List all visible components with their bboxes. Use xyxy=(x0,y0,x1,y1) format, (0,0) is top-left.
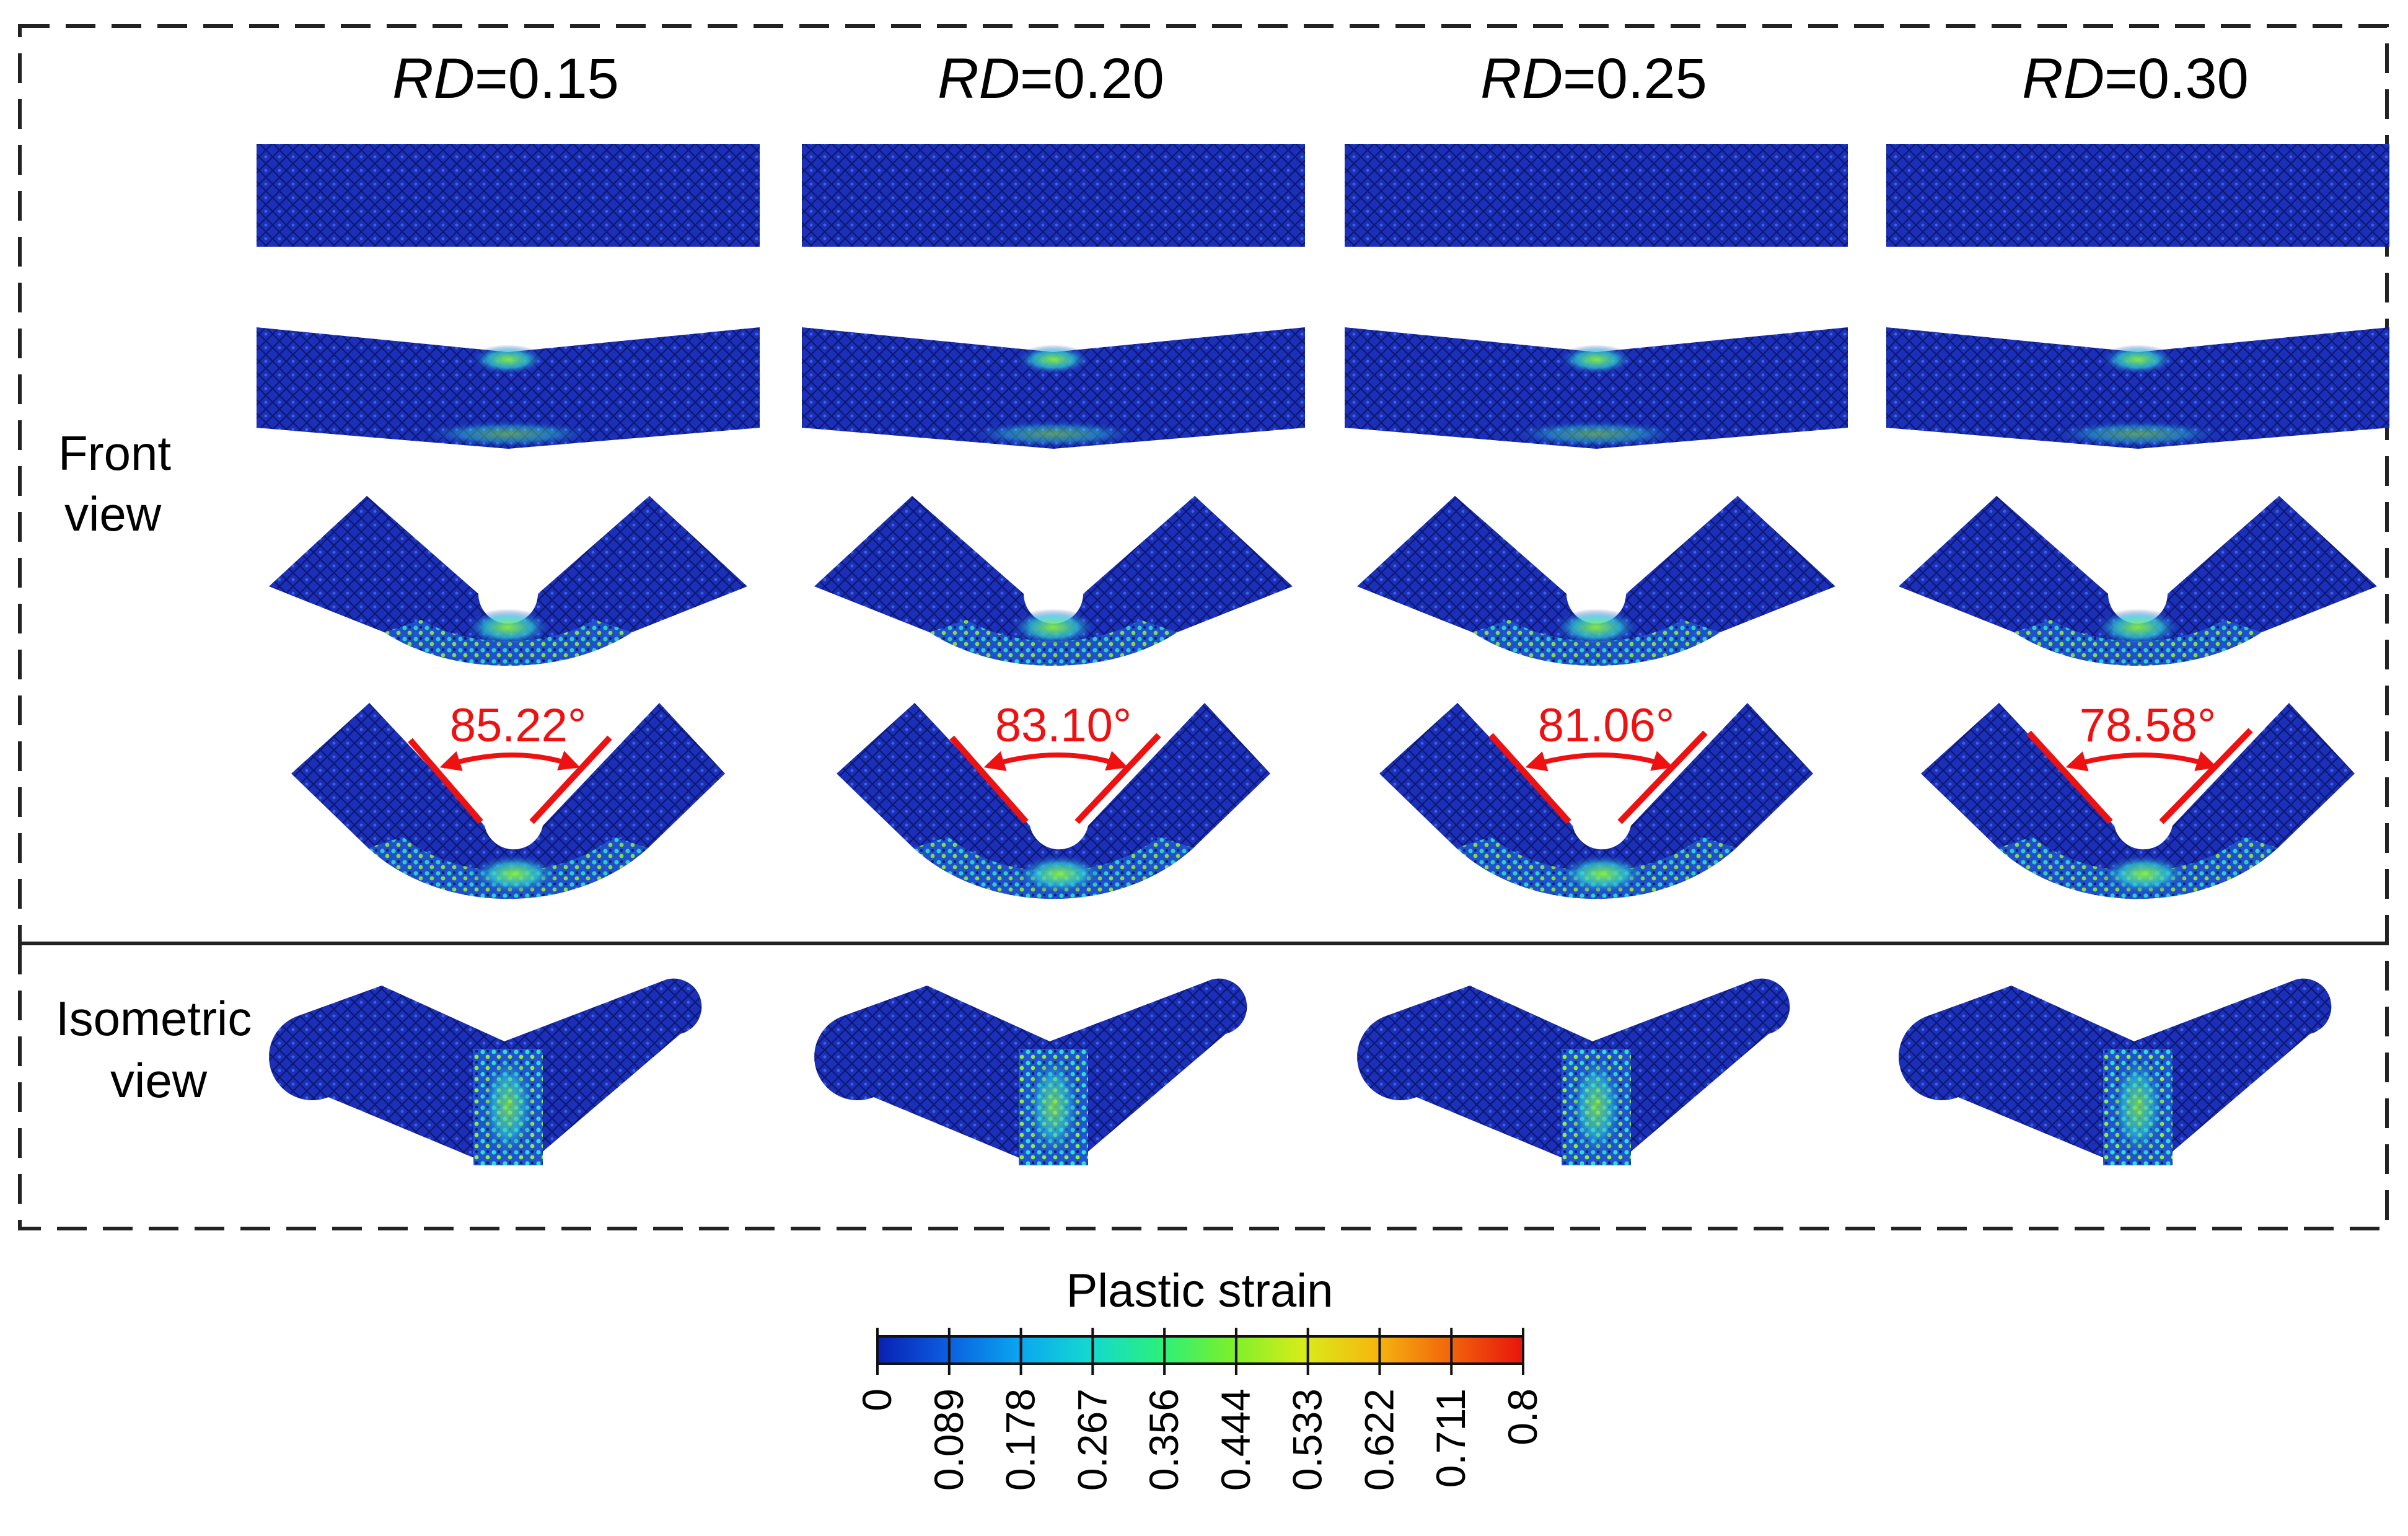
colorbar-tick-label: 0.8 xyxy=(1500,1388,1545,1446)
mesh-stage-2-slight-bend xyxy=(1886,327,2389,449)
colorbar-tick-label: 0.267 xyxy=(1069,1388,1115,1491)
column-rd-0-15: RD=0.15 85.22° xyxy=(257,47,760,1165)
isometric-view-label-line2: view xyxy=(110,1053,208,1108)
mesh-stage-2-slight-bend xyxy=(802,327,1305,449)
angle-guide-left xyxy=(2026,730,2113,824)
angle-guide-left xyxy=(408,738,483,824)
column-rd-0-30: RD=0.30 78.58° xyxy=(1886,47,2389,1165)
colorbar-tick-label: 0.089 xyxy=(926,1388,972,1491)
front-view-label-line1: Front xyxy=(58,426,171,480)
mesh-stage-3-bent xyxy=(269,496,747,666)
mesh-stage-3-bent xyxy=(814,496,1293,666)
mesh-stage-4-final: 83.10° xyxy=(837,699,1270,899)
column-header: RD=0.20 xyxy=(938,47,1164,110)
isometric-mesh xyxy=(269,978,702,1165)
column-header: RD=0.25 xyxy=(1480,47,1707,110)
colorbar-tick-label: 0.622 xyxy=(1356,1388,1402,1491)
mesh-stage-1-undeformed xyxy=(1886,144,2389,247)
colorbar-tick-label: 0.711 xyxy=(1428,1388,1474,1488)
angle-arc-arrow xyxy=(1525,751,1674,772)
colorbar-tick-label: 0.533 xyxy=(1285,1388,1330,1491)
angle-guide-right xyxy=(529,735,612,824)
colorbar-tick-label: 0.444 xyxy=(1213,1388,1259,1491)
mesh-stage-1-undeformed xyxy=(257,144,760,247)
colorbar-legend: Plastic strain 0 0.089 0.178 0.267 0.356 0.44… xyxy=(854,1265,1545,1491)
angle-guide-left xyxy=(949,735,1029,824)
isometric-view-label-line1: Isometric xyxy=(56,991,252,1046)
mesh-stage-1-undeformed xyxy=(802,144,1305,247)
angle-arc-arrow xyxy=(2065,751,2218,772)
mesh-stage-1-undeformed xyxy=(1345,144,1848,247)
colorbar-tick-label: 0.356 xyxy=(1141,1388,1187,1491)
isometric-view-frame xyxy=(18,942,2389,1230)
mesh-stage-2-slight-bend xyxy=(257,327,760,449)
colorbar-ticks: 0 0.089 0.178 0.267 0.356 0.444 0.533 0.622 0.71… xyxy=(854,1328,1545,1491)
angle-arc-arrow xyxy=(983,751,1128,772)
front-view-label-line2: view xyxy=(64,487,162,541)
isometric-mesh xyxy=(1357,978,1790,1165)
column-header: RD=0.15 xyxy=(392,47,619,110)
angle-guide-right xyxy=(1617,730,1708,824)
colorbar-tick-label: 0.178 xyxy=(998,1388,1044,1491)
mesh-stage-4-final: 81.06° xyxy=(1379,699,1813,899)
bend-angle-label: 81.06° xyxy=(1538,699,1675,752)
colorbar-tick-label: 0 xyxy=(854,1388,900,1411)
mesh-stage-4-final: 85.22° xyxy=(291,699,725,899)
mesh-stage-2-slight-bend xyxy=(1345,327,1848,449)
bend-angle-label: 83.10° xyxy=(995,699,1132,752)
colorbar-title: Plastic strain xyxy=(1066,1265,1334,1317)
isometric-mesh xyxy=(1899,978,2332,1165)
mesh-stage-3-bent xyxy=(1357,496,1835,666)
isometric-mesh xyxy=(814,978,1247,1165)
bend-angle-label: 85.22° xyxy=(450,699,587,752)
angle-guide-left xyxy=(1488,733,1571,824)
column-rd-0-25: RD=0.25 81.06° xyxy=(1345,47,1848,1165)
colorbar-gradient xyxy=(876,1335,1524,1365)
column-header: RD=0.30 xyxy=(2022,47,2249,110)
mesh-stage-3-bent xyxy=(1899,496,2377,666)
angle-guide-right xyxy=(2159,728,2253,824)
angle-guide-right xyxy=(1074,733,1161,824)
bend-angle-label: 78.58° xyxy=(2080,699,2217,752)
mesh-stage-4-final: 78.58° xyxy=(1921,699,2355,899)
angle-arc-arrow xyxy=(439,751,581,771)
column-rd-0-20: RD=0.20 83.10° xyxy=(802,47,1305,1165)
